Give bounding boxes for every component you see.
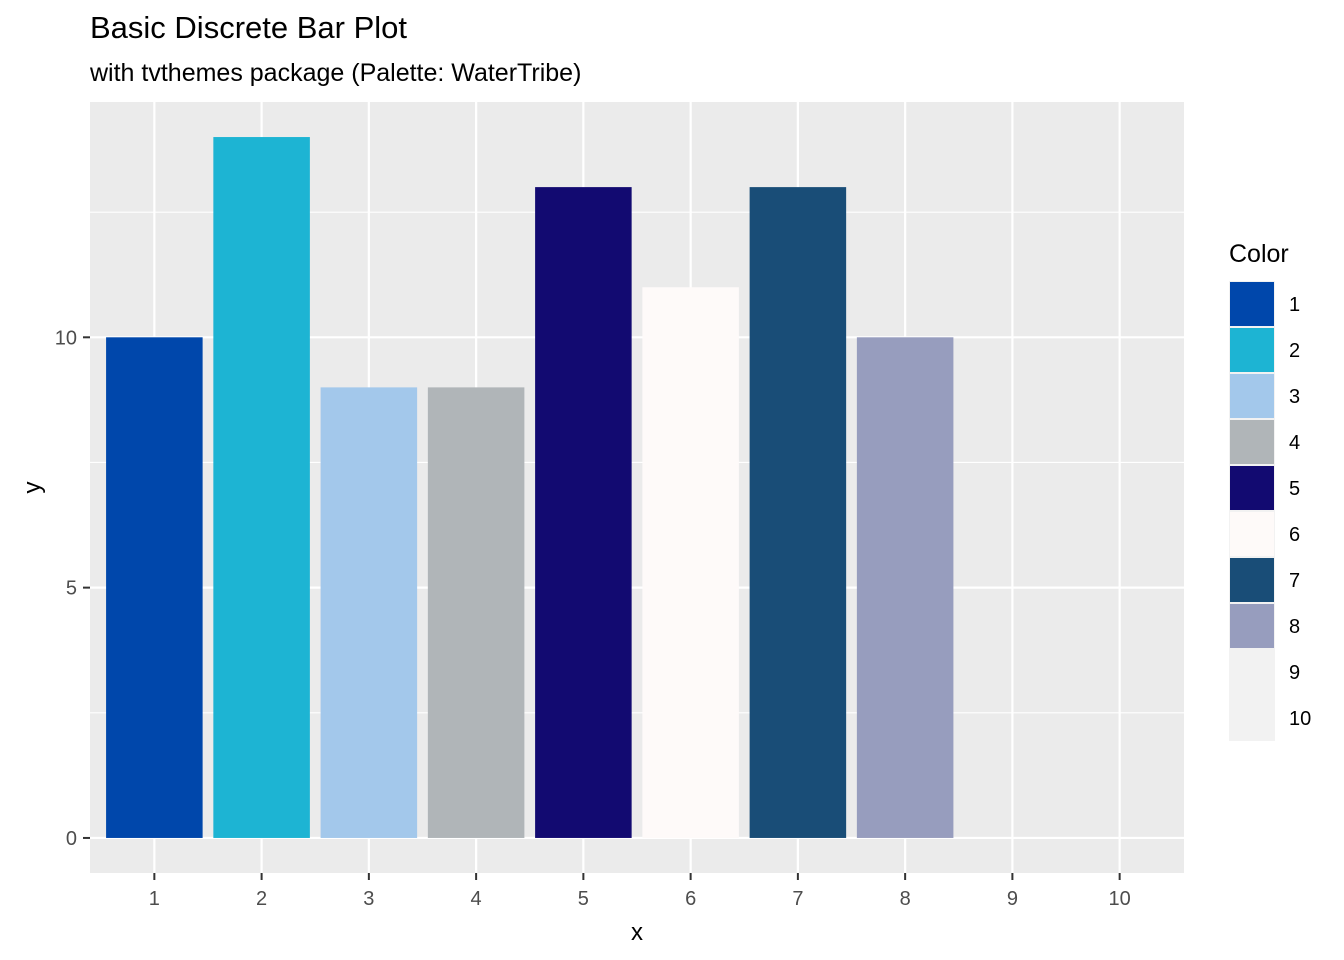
bar-3 <box>320 387 418 838</box>
chart-title: Basic Discrete Bar Plot <box>90 10 407 45</box>
x-tick-label: 8 <box>900 888 911 910</box>
legend-label: 9 <box>1289 662 1300 684</box>
legend-label: 7 <box>1289 570 1300 592</box>
legend-key-7 <box>1230 558 1274 602</box>
legend-key-10 <box>1230 696 1274 740</box>
legend-label: 4 <box>1289 432 1300 454</box>
bar-1 <box>106 337 203 838</box>
y-tick-label: 10 <box>55 327 77 349</box>
legend-label: 3 <box>1289 386 1300 408</box>
legend-key-4 <box>1230 420 1274 464</box>
legend-key-5 <box>1230 466 1274 510</box>
bar-5 <box>535 187 632 838</box>
legend-key-3 <box>1230 374 1274 418</box>
x-tick-label: 7 <box>792 888 803 910</box>
legend-label: 10 <box>1289 708 1311 730</box>
bar-7 <box>749 187 847 838</box>
x-tick-label: 4 <box>471 888 482 910</box>
x-axis-title: x <box>631 919 643 946</box>
bar-6 <box>642 287 739 838</box>
x-tick-label: 5 <box>578 888 589 910</box>
legend-label: 1 <box>1289 294 1300 316</box>
legend-key-9 <box>1230 650 1274 694</box>
x-tick-label: 9 <box>1007 888 1018 910</box>
bar-2 <box>213 137 310 838</box>
bar-4 <box>427 387 525 838</box>
y-axis-title: y <box>19 482 46 494</box>
x-tick-label: 10 <box>1109 888 1131 910</box>
legend-key-1 <box>1230 282 1274 326</box>
legend-key-8 <box>1230 604 1274 648</box>
legend-label: 2 <box>1289 340 1300 362</box>
legend-label: 6 <box>1289 524 1300 546</box>
legend-key-6 <box>1230 512 1274 556</box>
legend-label: 8 <box>1289 616 1300 638</box>
legend-label: 5 <box>1289 478 1300 500</box>
y-tick-label: 5 <box>66 578 77 600</box>
legend-title: Color <box>1229 240 1289 268</box>
x-tick-label: 3 <box>363 888 374 910</box>
legend-key-2 <box>1230 328 1274 372</box>
x-tick-label: 6 <box>685 888 696 910</box>
y-tick-label: 0 <box>66 828 77 850</box>
x-tick-label: 1 <box>149 888 160 910</box>
chart-subtitle: with tvthemes package (Palette: WaterTri… <box>90 59 582 87</box>
x-tick-label: 2 <box>256 888 267 910</box>
bar-8 <box>856 337 954 838</box>
